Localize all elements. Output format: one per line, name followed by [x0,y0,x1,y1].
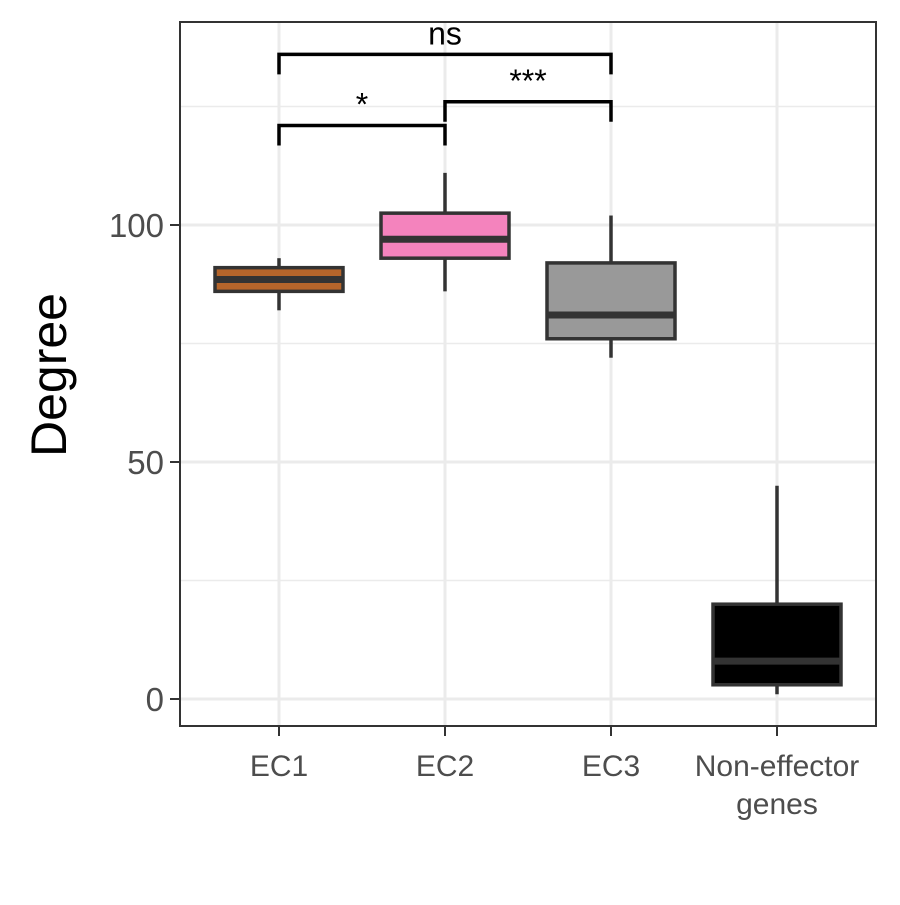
significance-layer: ****ns [277,15,613,146]
panel-border [179,21,877,727]
box-body [379,211,511,260]
x-axis-tick-label: EC1 [250,750,308,783]
significance-bracket-1: * [277,86,447,146]
grid-layer [180,22,876,726]
significance-label: ns [428,15,462,51]
box-3 [545,215,677,358]
y-axis-title: Degree [21,293,77,457]
box-4 [711,485,843,695]
significance-bracket-2: *** [443,63,613,122]
y-axis-tick-label: 100 [109,207,164,244]
significance-label: * [356,86,368,122]
x-axis-tick-label-line: EC1 [250,750,308,783]
box-1 [213,258,345,311]
x-axis-tick-label: Non-effector genes [695,750,860,821]
significance-bracket-line [277,123,447,146]
box-body [545,261,677,341]
y-axis-tick-label: 50 [127,444,164,481]
significance-label: *** [509,63,546,99]
significance-bracket-line [277,52,613,75]
y-axis-tick-label: 0 [146,681,164,718]
x-axis-tick-label-line: genes [736,788,818,821]
box-body [711,602,843,687]
x-axis-tick-label: EC3 [582,750,640,783]
box-2 [379,172,511,292]
x-axis-tick-label: EC2 [416,750,474,783]
box-layer [213,172,843,695]
significance-bracket-line [443,100,613,122]
axis-layer: 0 50 100 EC1 EC2 EC3 Non-effector genes [109,207,859,821]
x-axis-tick-label-line: EC3 [582,750,640,783]
x-axis-tick-label-line: Non-effector [695,750,860,783]
x-axis-tick-label-line: EC2 [416,750,474,783]
